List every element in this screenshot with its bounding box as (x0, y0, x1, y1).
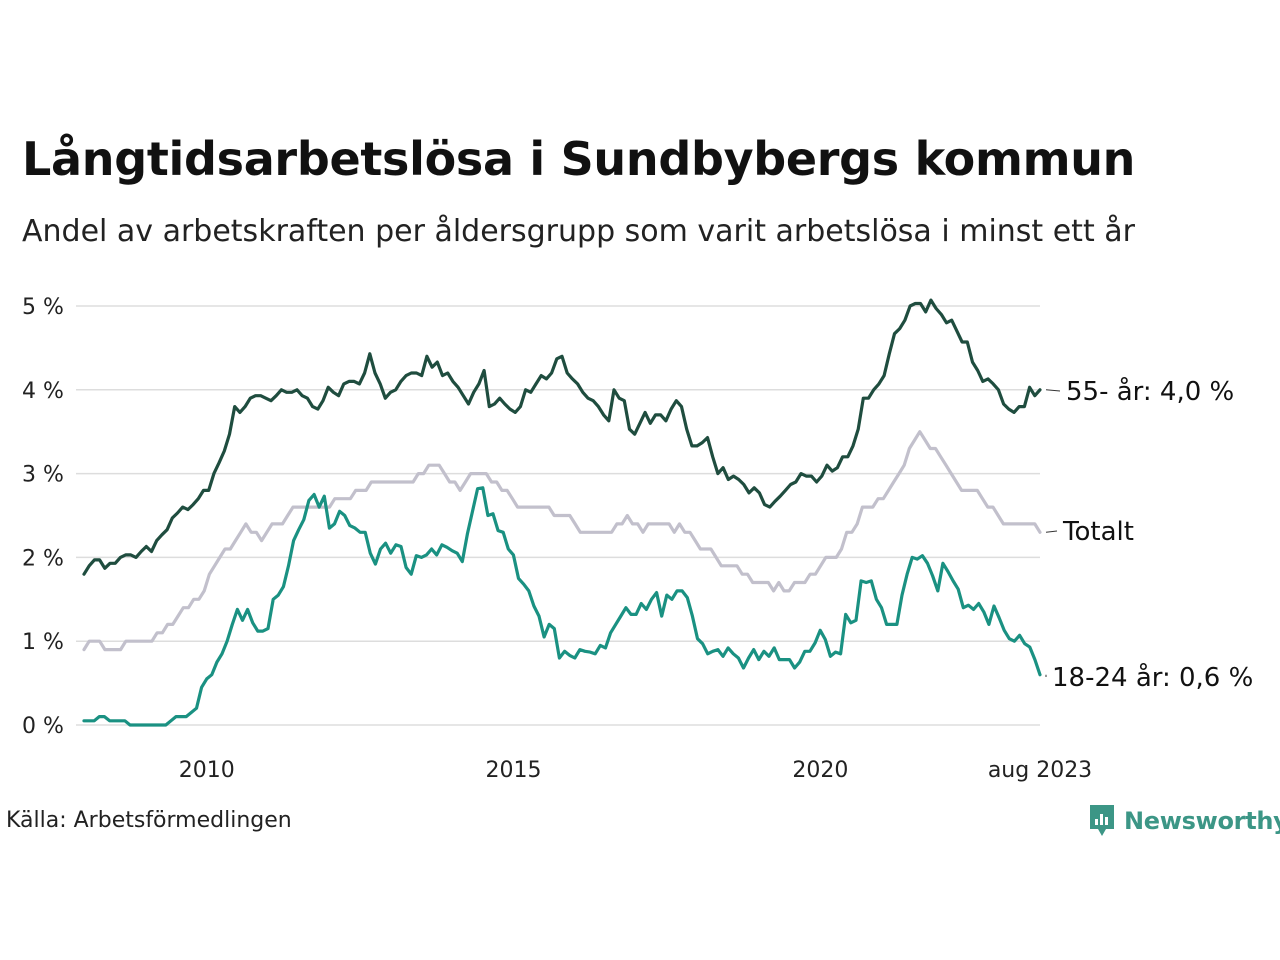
y-tick-label: 0 % (22, 714, 64, 739)
end-label-18_24: 18-24 år: 0,6 % (1052, 662, 1253, 693)
y-tick-label: 1 % (22, 630, 64, 655)
brand-name: Newsworthy (1124, 807, 1280, 835)
source-note: Källa: Arbetsförmedlingen (6, 808, 292, 833)
end-label-connector (1045, 389, 1061, 392)
x-tick-label: 2020 (792, 758, 848, 783)
end-label-connector (1045, 530, 1058, 533)
brand-logo[interactable]: Newsworthy (1088, 803, 1280, 839)
x-tick-label: 2010 (179, 758, 235, 783)
gridlines (76, 305, 1040, 726)
y-axis-ticks: 0 % 1 % 2 % 3 % 4 % 5 % (22, 295, 64, 739)
newsworthy-logo-icon (1090, 805, 1114, 836)
series-line-55 (82, 298, 1042, 576)
x-tick-label: 2015 (486, 758, 542, 783)
y-tick-label: 5 % (22, 295, 64, 320)
chart-subtitle: Andel av arbetskraften per åldersgrupp s… (22, 214, 1135, 249)
series-line-18_24 (82, 486, 1042, 727)
chart-title: Långtidsarbetslösa i Sundbybergs kommun (22, 132, 1136, 186)
end-label-total: Totalt (1062, 517, 1134, 547)
end-label-55: 55- år: 4,0 % (1066, 376, 1234, 407)
x-tick-label: aug 2023 (988, 758, 1092, 783)
series-line-total (82, 430, 1042, 652)
series-lines (82, 298, 1042, 727)
y-tick-label: 3 % (22, 463, 64, 488)
x-axis-ticks: 2010 2015 2020 aug 2023 (179, 758, 1092, 783)
y-tick-label: 4 % (22, 379, 64, 404)
y-tick-label: 2 % (22, 546, 64, 571)
end-labels: Totalt 18-24 år: 0,6 % 55- år: 4,0 % (1045, 376, 1253, 693)
